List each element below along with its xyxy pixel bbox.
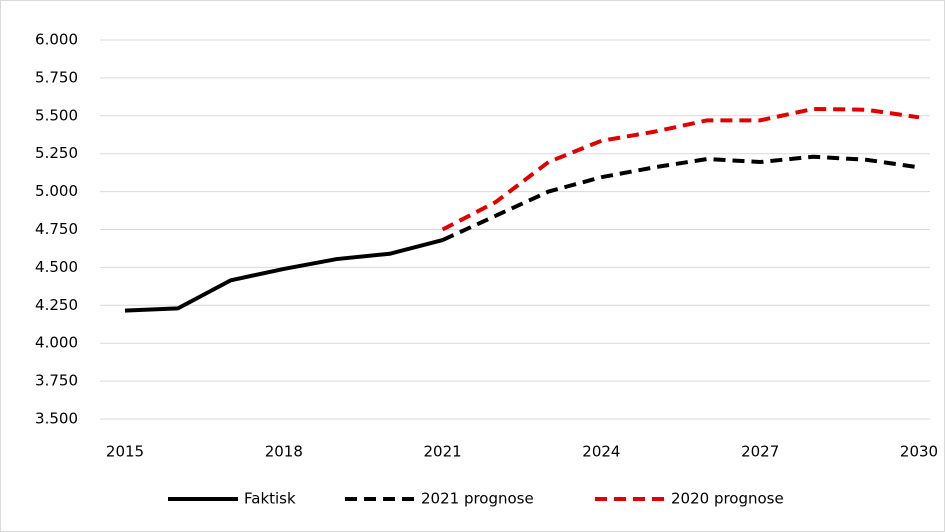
y-tick-label: 4.250 [35, 296, 78, 314]
x-tick-label: 2030 [900, 443, 938, 461]
y-tick-label: 4.750 [35, 220, 78, 238]
legend-label: Faktisk [244, 490, 296, 508]
y-tick-label: 5.000 [35, 182, 78, 200]
series-line [441, 154, 920, 242]
y-tick-label: 5.250 [35, 144, 78, 162]
legend-label: 2021 prognose [421, 490, 534, 508]
y-tick-label: 4.000 [35, 334, 78, 352]
y-tick-label: 5.750 [35, 68, 78, 86]
x-tick-label: 2015 [106, 443, 144, 461]
series-line [441, 106, 920, 232]
y-tick-label: 6.000 [35, 31, 78, 49]
legend-label: 2020 prognose [671, 490, 784, 508]
y-tick-label: 3.500 [35, 410, 78, 428]
x-tick-label: 2021 [424, 443, 462, 461]
series-line [124, 238, 444, 313]
x-tick-label: 2024 [582, 443, 620, 461]
y-tick-label: 5.500 [35, 106, 78, 124]
y-tick-label: 3.750 [35, 372, 78, 390]
y-tick-label: 4.500 [35, 258, 78, 276]
x-tick-label: 2018 [265, 443, 303, 461]
x-tick-label: 2027 [741, 443, 779, 461]
